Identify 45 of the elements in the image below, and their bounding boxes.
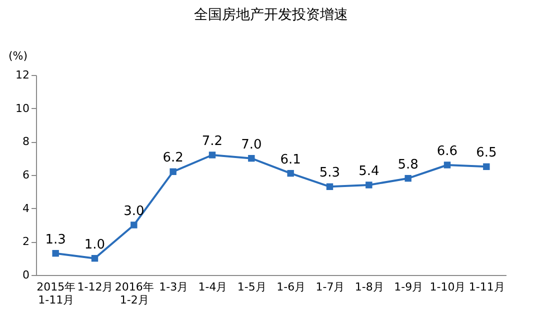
x-tick-label: 1-9月 xyxy=(394,280,424,294)
data-label: 1.0 xyxy=(84,237,106,252)
x-tick-label: 1-12月 xyxy=(77,280,114,294)
data-label: 5.4 xyxy=(358,164,380,179)
data-label: 6.6 xyxy=(436,144,458,159)
x-tick-label: 1-5月 xyxy=(237,280,266,294)
point xyxy=(483,163,490,170)
data-label: 7.2 xyxy=(202,134,223,149)
x-tick-label: 2015年 1-11月 xyxy=(36,280,76,306)
data-label: 3.0 xyxy=(124,204,144,219)
x-tick-label: 2016年 1-2月 xyxy=(114,280,154,306)
data-label: 7.0 xyxy=(241,137,262,152)
y-tick-label: 0 xyxy=(22,268,30,282)
data-label: 6.5 xyxy=(476,146,497,161)
y-axis-title: (%) xyxy=(8,50,28,62)
point xyxy=(208,152,216,158)
x-tick-label: 1-6月 xyxy=(276,280,306,294)
point xyxy=(52,250,59,257)
x-tick-label: 1-8月 xyxy=(354,280,384,294)
point xyxy=(366,182,372,188)
point xyxy=(404,174,412,182)
data-label: 5.8 xyxy=(398,157,418,172)
y-tick-label: 8 xyxy=(22,135,30,148)
point xyxy=(91,254,98,262)
x-tick-label: 1-4月 xyxy=(198,280,228,294)
x-tick-label: 1-11月 xyxy=(468,280,505,294)
point xyxy=(130,222,138,228)
point xyxy=(287,170,294,177)
point xyxy=(326,183,334,190)
point xyxy=(248,154,255,162)
x-tick-label: 1-7月 xyxy=(316,280,345,294)
y-tick-label: 12 xyxy=(16,68,30,82)
y-tick-label: 6 xyxy=(22,168,30,182)
x-tick-label: 1-10月 xyxy=(430,280,466,294)
y-tick-label: 4 xyxy=(22,202,30,215)
data-label: 5.3 xyxy=(319,166,340,181)
data-label: 1.3 xyxy=(45,232,66,248)
x-tick-label: 1-3月 xyxy=(159,280,188,294)
chart-title: 全国房地产开发投资增速 xyxy=(194,7,348,23)
point xyxy=(170,168,176,176)
y-tick-label: 10 xyxy=(16,102,30,115)
y-tick-label: 2 xyxy=(22,235,30,248)
data-label: 6.1 xyxy=(280,152,301,168)
data-label: 6.2 xyxy=(162,150,184,166)
point xyxy=(444,162,451,168)
